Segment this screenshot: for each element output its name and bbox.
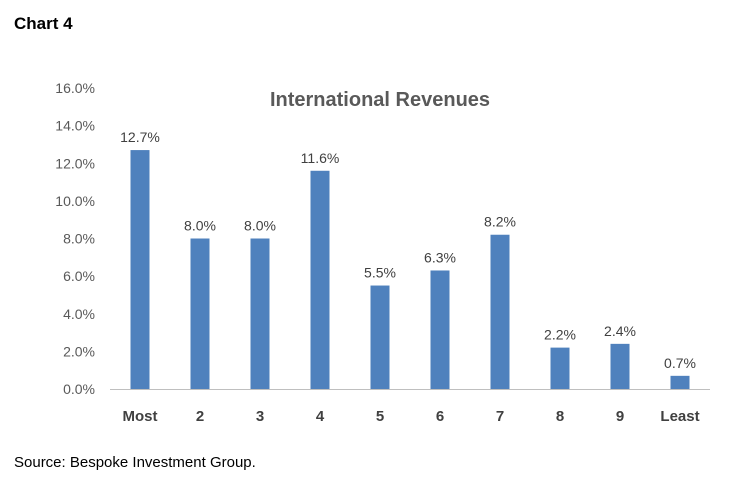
y-tick-label: 14.0% xyxy=(55,118,95,134)
y-tick-label: 0.0% xyxy=(63,381,95,397)
y-tick-label: 16.0% xyxy=(55,80,95,96)
x-tick-label: Most xyxy=(123,408,158,425)
x-tick-label: 7 xyxy=(496,408,504,425)
data-label: 6.3% xyxy=(424,249,456,265)
data-label: 2.4% xyxy=(604,323,636,339)
x-tick-label: 2 xyxy=(196,408,204,425)
x-tick-label: 5 xyxy=(376,408,384,425)
bar xyxy=(610,343,630,389)
x-tick-label: 4 xyxy=(316,408,325,425)
y-axis-labels: 0.0% 2.0% 4.0% 6.0% 8.0% 10.0% 12.0% 14.0% 16.0% xyxy=(55,80,95,397)
y-tick-label: 2.0% xyxy=(63,343,95,359)
data-label: 8.2% xyxy=(484,214,516,230)
source-note: Source: Bespoke Investment Group. xyxy=(14,454,256,471)
data-label: 8.0% xyxy=(244,218,276,234)
data-label: 0.7% xyxy=(664,355,696,371)
bars xyxy=(130,150,690,389)
bar xyxy=(670,375,690,389)
data-labels: 12.7% 8.0% 8.0% 11.6% 5.5% 6.3% 8.2% 2.2% 2.4% 0.… xyxy=(120,129,696,371)
x-tick-label: 3 xyxy=(256,408,264,425)
chart-label: Chart 4 xyxy=(14,14,73,33)
y-tick-label: 6.0% xyxy=(63,268,95,284)
bar xyxy=(430,270,450,389)
y-tick-label: 8.0% xyxy=(63,231,95,247)
data-label: 12.7% xyxy=(120,129,160,145)
bar xyxy=(250,238,270,389)
chart-title: International Revenues xyxy=(270,89,490,111)
x-tick-label: 6 xyxy=(436,408,444,425)
x-axis-labels: Most 2 3 4 5 6 7 8 9 Least xyxy=(123,408,700,425)
y-tick-label: 10.0% xyxy=(55,193,95,209)
data-label: 8.0% xyxy=(184,218,216,234)
data-label: 2.2% xyxy=(544,327,576,343)
bar xyxy=(550,347,570,389)
data-label: 5.5% xyxy=(364,265,396,281)
data-label: 11.6% xyxy=(301,150,340,166)
bar xyxy=(370,285,390,389)
y-tick-label: 12.0% xyxy=(55,155,95,171)
x-tick-label: 9 xyxy=(616,408,624,425)
bar xyxy=(490,234,510,389)
x-tick-label: 8 xyxy=(556,408,564,425)
bar xyxy=(190,238,210,389)
x-tick-label: Least xyxy=(660,408,699,425)
bar xyxy=(310,170,330,389)
bar xyxy=(130,150,150,389)
y-tick-label: 4.0% xyxy=(63,306,95,322)
